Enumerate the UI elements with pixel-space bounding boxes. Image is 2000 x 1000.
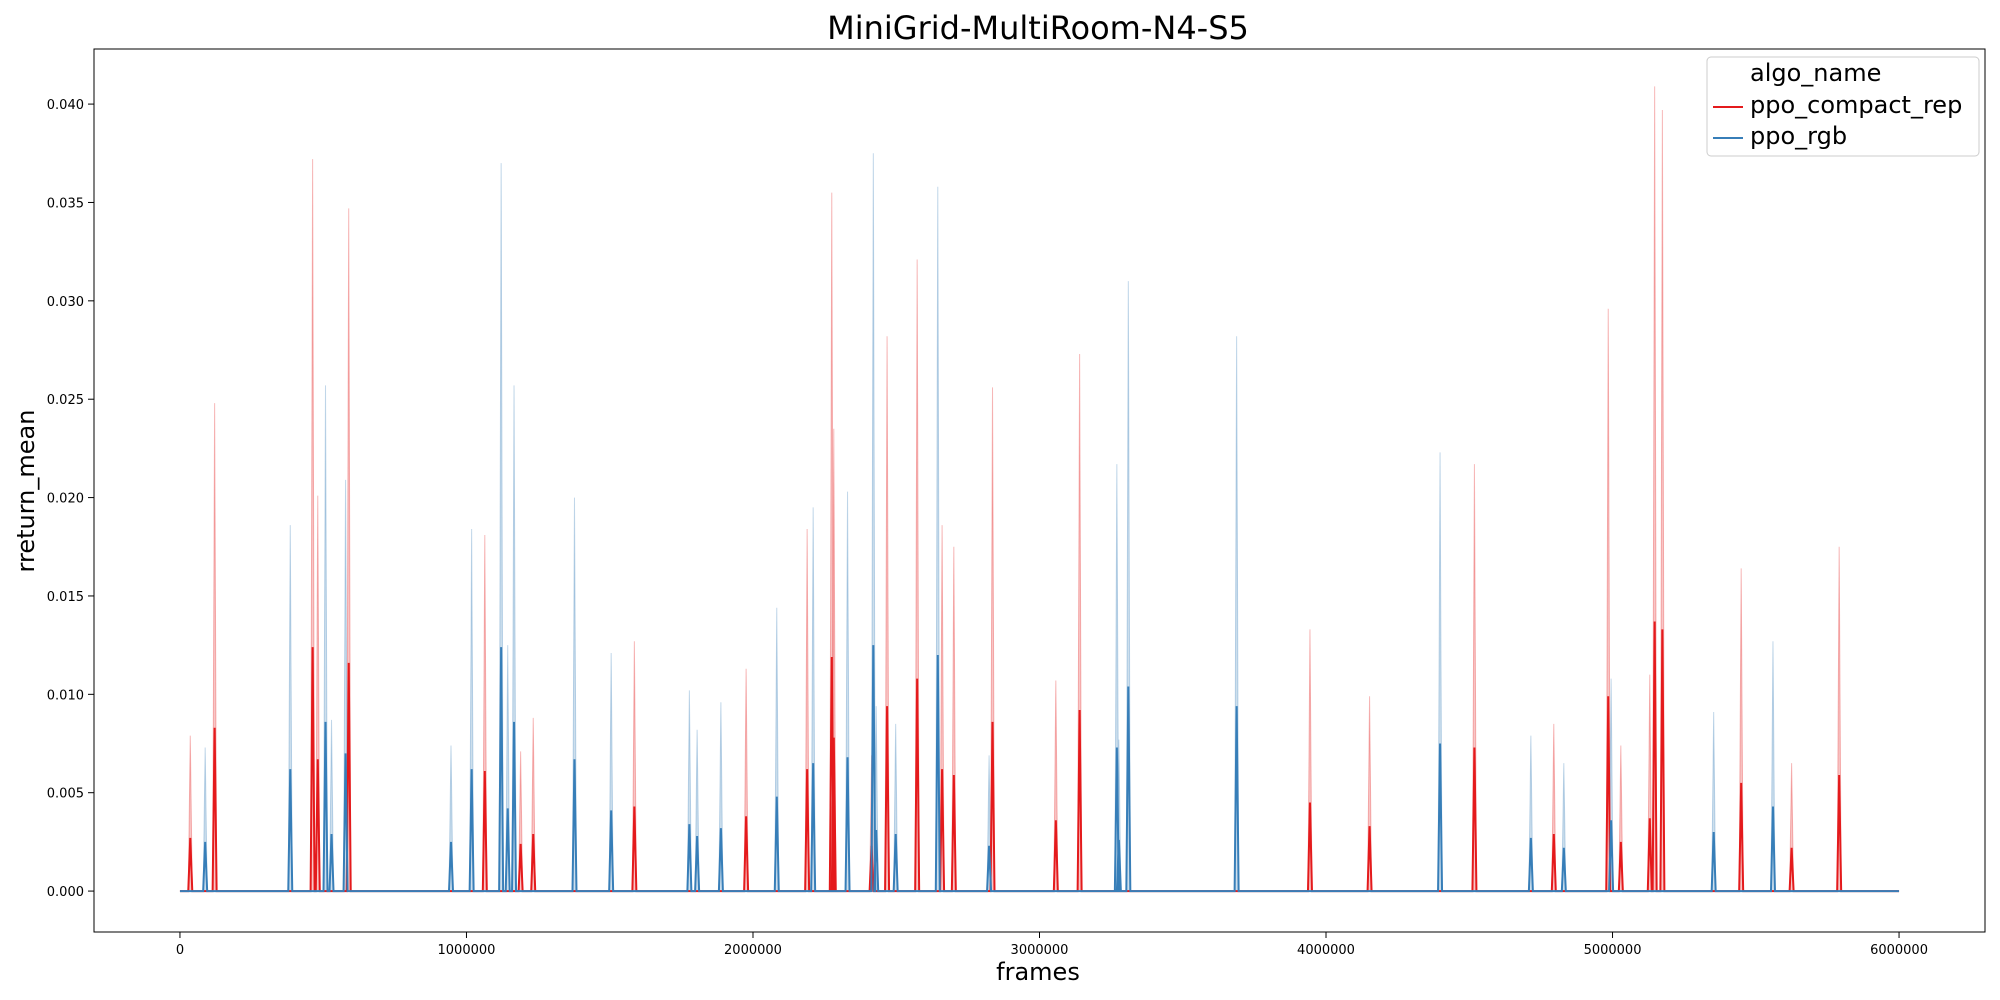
- x-tick-label: 3000000: [1011, 943, 1069, 958]
- legend-box: [1706, 56, 1980, 157]
- x-axis: 0 1000000 2000000 3000000 4000000 5000000 6000…: [176, 932, 1928, 958]
- x-tick-label: 4000000: [1297, 943, 1355, 958]
- y-tick-label: 0.030: [47, 295, 84, 310]
- y-tick-label: 0.005: [47, 787, 84, 802]
- y-tick-label: 0.020: [47, 492, 84, 507]
- legend-label-ppo-compact-rep: ppo_compact_rep: [1750, 91, 1962, 119]
- y-tick-label: 0.010: [47, 688, 84, 703]
- x-tick-label: 2000000: [724, 943, 782, 958]
- series-line-ppo-rgb: [179, 645, 1900, 893]
- legend: algo_name ppo_compact_rep ppo_rgb: [1706, 56, 1980, 157]
- y-tick-label: 0.000: [47, 885, 84, 900]
- x-tick-label: 6000000: [1870, 943, 1928, 958]
- y-tick-label: 0.015: [47, 590, 84, 605]
- series-line-ppo-compact-rep: [179, 621, 1900, 893]
- legend-label-ppo-rgb: ppo_rgb: [1750, 122, 1847, 150]
- y-axis-label: rreturn_mean: [12, 410, 40, 573]
- chart-title: MiniGrid-MultiRoom-N4-S5: [827, 9, 1249, 47]
- y-tick-label: 0.035: [47, 196, 84, 211]
- y-axis: 0.000 0.005 0.010 0.015 0.020 0.025 0.030 0.035…: [47, 98, 94, 900]
- x-tick-label: 5000000: [1584, 943, 1642, 958]
- legend-title: algo_name: [1750, 59, 1881, 87]
- x-tick-label: 0: [176, 943, 184, 958]
- y-tick-label: 0.040: [47, 98, 84, 113]
- y-tick-label: 0.025: [47, 393, 84, 408]
- x-axis-label: frames: [996, 958, 1080, 986]
- x-tick-label: 1000000: [438, 943, 496, 958]
- plot-area: [179, 86, 1900, 893]
